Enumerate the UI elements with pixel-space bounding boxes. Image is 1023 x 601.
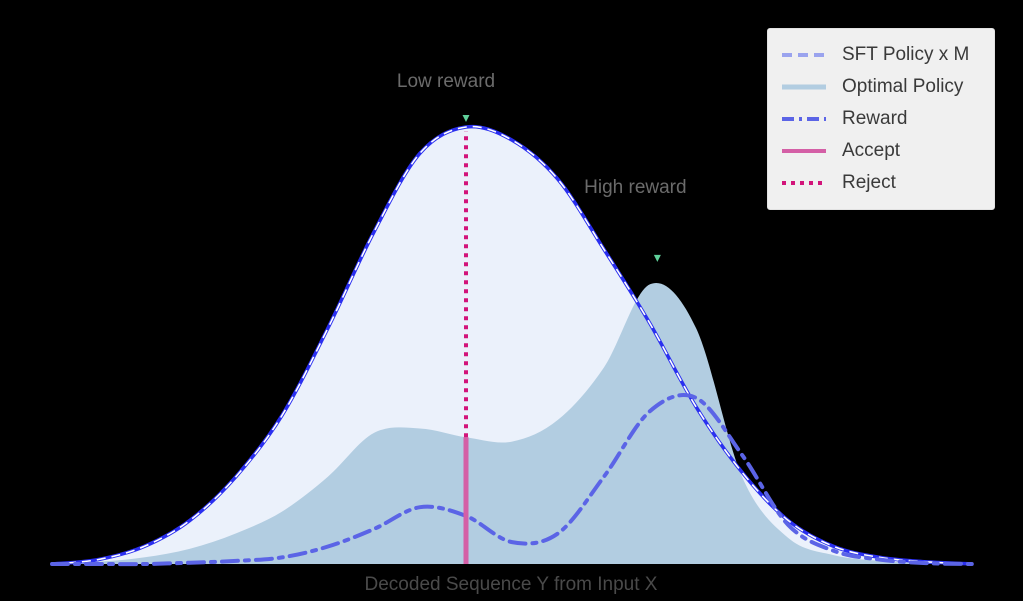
legend-label-accept: Accept: [842, 140, 901, 161]
legend-label-optimal: Optimal Policy: [842, 76, 964, 97]
legend-item-optimal: Optimal Policy: [780, 71, 994, 103]
reward-line: [50, 393, 974, 567]
legend-swatch-sft: [782, 53, 826, 57]
sft-policy-area: [52, 126, 972, 565]
annotation-low-reward: Low reward: [397, 71, 495, 92]
legend-swatch-optimal: [782, 84, 826, 90]
annotation-high-reward: High reward: [584, 177, 686, 198]
legend-item-reward: Reward: [780, 103, 994, 135]
legend-swatch-accept: [782, 149, 826, 153]
legend-item-accept: Accept: [780, 135, 994, 167]
legend-label-reject: Reject: [842, 172, 896, 193]
legend-swatch-reject: [782, 181, 826, 185]
legend: SFT Policy x M Optimal Policy Reward Acc…: [767, 28, 995, 210]
x-axis-label: Decoded Sequence Y from Input X: [365, 574, 658, 595]
annotation-marker-2: [653, 254, 661, 262]
legend-item-reject: Reject: [780, 167, 994, 199]
optimal-policy-area: [52, 282, 972, 564]
annotation-marker-1: [462, 115, 470, 122]
legend-label-sft: SFT Policy x M: [842, 44, 970, 65]
sft-policy-line: [51, 125, 973, 565]
legend-item-sft: SFT Policy x M: [780, 39, 994, 71]
legend-swatch-reward: [782, 117, 826, 121]
legend-label-reward: Reward: [842, 108, 908, 129]
